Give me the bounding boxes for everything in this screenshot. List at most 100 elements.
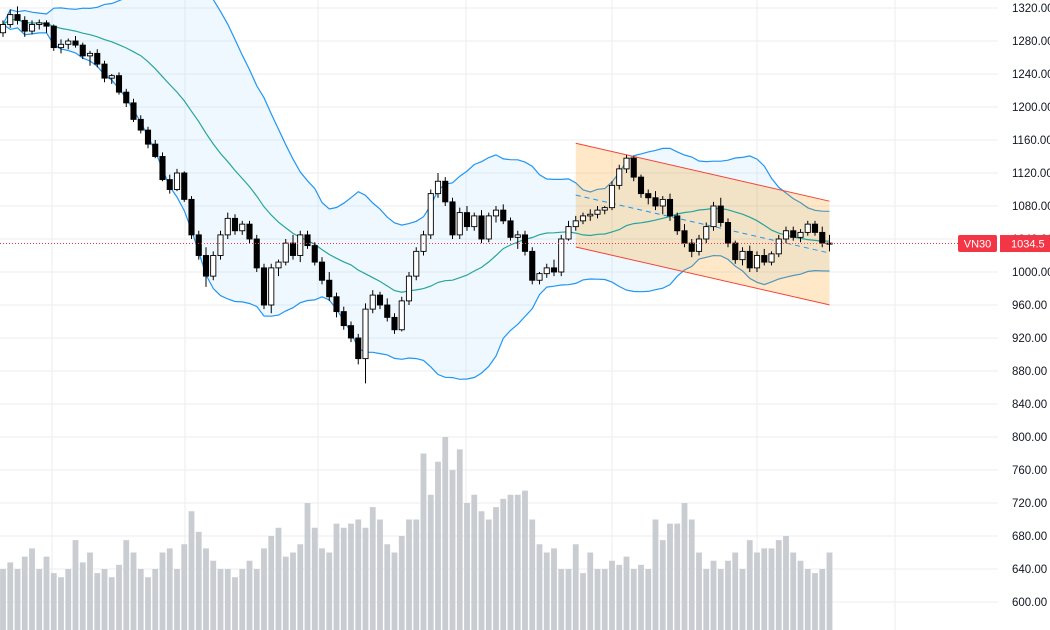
candle-body-up (369, 294, 376, 310)
volume-bar (275, 527, 282, 630)
candle (594, 206, 601, 219)
volume-bar (224, 569, 231, 630)
volume-bar (790, 552, 797, 630)
candle (739, 247, 746, 266)
volume-bar (355, 519, 362, 630)
volume-bars (0, 437, 833, 630)
last-price-box (1000, 235, 1050, 253)
y-tick-label: 680.00 (1012, 531, 1047, 543)
candle (86, 50, 94, 66)
candle-body-up (768, 253, 775, 263)
volume-bar (188, 511, 195, 630)
candle-body-up (108, 75, 115, 79)
volume-bar (369, 507, 376, 630)
candle (485, 212, 492, 243)
volume-bar (195, 531, 202, 630)
volume-bar (746, 540, 753, 630)
candle-body-down (500, 209, 507, 222)
volume-bar (174, 569, 180, 630)
candle (797, 229, 804, 243)
candle (529, 247, 536, 285)
candle-body-down (43, 22, 50, 27)
candle-body-down (688, 242, 695, 252)
candle (384, 298, 391, 322)
volume-bar (442, 437, 449, 630)
candle (579, 212, 587, 225)
candle (695, 234, 703, 256)
volume-bar (391, 552, 398, 630)
regression-channel-lower (575, 246, 830, 306)
candle-body-down (790, 230, 797, 238)
volume-bar (406, 519, 412, 630)
y-tick-label: 960.00 (1012, 300, 1047, 312)
candle (674, 212, 681, 235)
candle (782, 226, 790, 244)
candle (94, 49, 101, 68)
candle (311, 242, 318, 266)
candle-body-up (471, 215, 478, 228)
volume-bar (50, 573, 57, 630)
regression-channel-midline (575, 194, 830, 254)
last-price-value: 1034.5 (1011, 239, 1045, 251)
volume-bar (630, 569, 637, 630)
volume-bar (319, 548, 325, 630)
candle (761, 248, 768, 266)
candle (630, 156, 637, 182)
candle (210, 251, 217, 281)
candle-body-up (86, 52, 94, 57)
candle (14, 6, 21, 25)
candle-body-up (456, 212, 463, 236)
candle (282, 239, 289, 266)
candle-body-down (166, 179, 173, 190)
candle (811, 220, 819, 236)
candle (0, 20, 7, 37)
volume-bar (819, 569, 826, 630)
y-tick-label: 800.00 (1012, 432, 1047, 444)
volume-bar (0, 569, 6, 630)
candle (717, 197, 724, 227)
volume-bar (587, 552, 594, 630)
volume-bar (123, 540, 130, 630)
candle (326, 272, 333, 301)
candle (543, 263, 550, 278)
volume-bar (384, 544, 391, 630)
volume-bar (696, 552, 702, 630)
bollinger-upper-line (2, 0, 830, 226)
candle (507, 217, 514, 241)
candle (666, 193, 674, 221)
candle-body-down (246, 223, 253, 240)
candle (616, 164, 623, 190)
candle-body-down (231, 217, 239, 232)
candle (471, 212, 478, 231)
volume-bar (145, 577, 151, 630)
candle-body-down (101, 63, 108, 79)
candle-body-down (289, 242, 297, 256)
candle-body-down (529, 250, 536, 281)
price-axis[interactable]: 1320.00 1280.00 1240.00 1200.00 1160.00 1120.… (1012, 3, 1050, 609)
volume-bar (572, 544, 579, 630)
candle (79, 42, 86, 60)
y-tick-label: 1160.00 (1012, 135, 1050, 147)
volume-bar (551, 548, 557, 630)
volume-bar (159, 552, 166, 630)
y-tick-label: 720.00 (1012, 498, 1047, 510)
volume-bar (667, 523, 673, 630)
bollinger-band-fill (3, 0, 830, 380)
volume-bar (246, 560, 253, 630)
candle (550, 259, 558, 277)
candle (565, 220, 572, 241)
volume-bar (79, 562, 86, 630)
candle (652, 191, 659, 211)
candle (710, 201, 717, 231)
candle-body-up (173, 172, 181, 190)
candle-body-up (398, 300, 405, 331)
candle (355, 333, 362, 365)
candle (514, 230, 521, 249)
candle-body-up (514, 234, 521, 238)
volume-bar (623, 556, 630, 630)
volume-bar (471, 494, 478, 630)
volume-bar (398, 536, 405, 630)
candle-body-up (616, 168, 623, 186)
candle-body-up (695, 238, 703, 252)
